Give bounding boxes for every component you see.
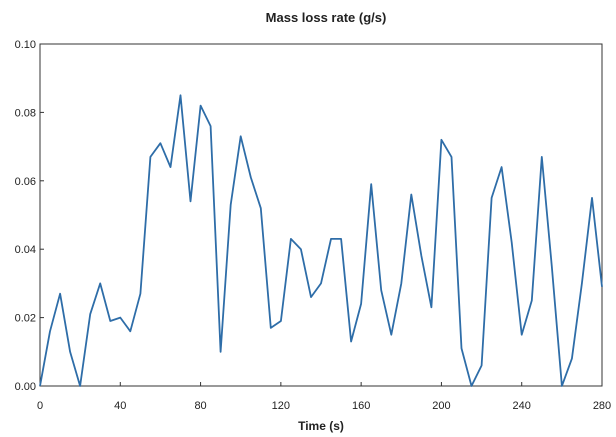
x-axis-label: Time (s) [298, 419, 344, 433]
x-tick-label: 80 [194, 400, 206, 412]
series-lines [39, 94, 603, 387]
y-tick-label: 0.10 [15, 39, 36, 51]
y-tick-label: 0.00 [15, 381, 36, 393]
x-tick-label: 200 [432, 400, 450, 412]
x-tick-label: 280 [593, 400, 611, 412]
x-tick-label: 160 [352, 400, 370, 412]
x-tick-label: 120 [272, 400, 290, 412]
y-tick-label: 0.04 [15, 244, 36, 256]
y-tick-label: 0.08 [15, 107, 36, 119]
y-axis-ticks: 0.00 0.02 0.04 0.06 0.08 0.10 [15, 39, 44, 393]
x-tick-label: 0 [37, 400, 43, 412]
chart-title: Mass loss rate (g/s) [266, 10, 387, 25]
x-tick-label: 40 [114, 400, 126, 412]
y-tick-label: 0.02 [15, 313, 36, 325]
x-axis-ticks: 0 40 80 120 160 200 240 280 [37, 382, 611, 412]
y-tick-label: 0.06 [15, 176, 36, 188]
x-tick-label: 240 [513, 400, 531, 412]
series-line [39, 94, 603, 387]
plot-frame [39, 43, 603, 387]
